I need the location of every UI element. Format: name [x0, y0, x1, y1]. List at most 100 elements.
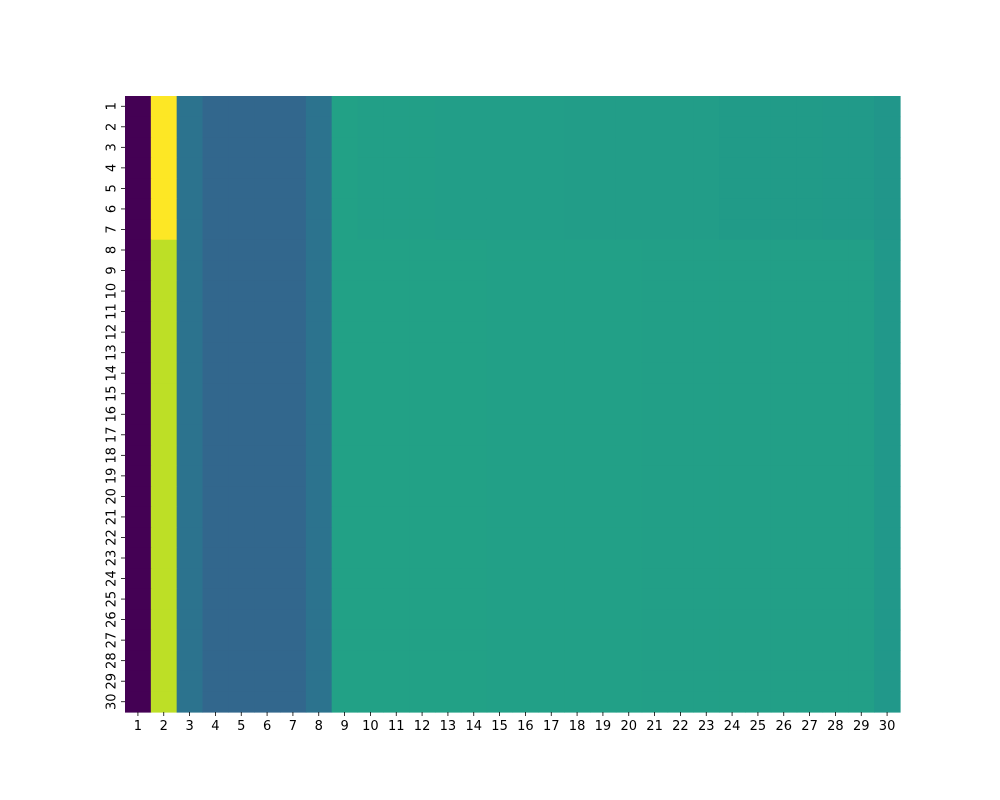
heatmap-cell — [693, 445, 720, 467]
heatmap-cell — [719, 116, 746, 138]
heatmap-cell — [796, 280, 824, 302]
heatmap-cell — [667, 260, 694, 282]
heatmap-cell — [538, 629, 565, 651]
heatmap-cell — [512, 321, 539, 343]
heatmap-cell — [693, 362, 720, 385]
heatmap-cell — [615, 219, 643, 241]
y-tick-label: 4 — [105, 164, 120, 172]
heatmap-cell — [150, 96, 178, 118]
heatmap-cell — [770, 650, 798, 672]
heatmap-cell — [254, 137, 281, 159]
heatmap-cell — [667, 691, 694, 713]
heatmap-cell — [693, 629, 720, 651]
heatmap-cell — [176, 404, 204, 426]
heatmap-cell — [280, 239, 307, 261]
heatmap-cell — [486, 280, 514, 302]
heatmap-cell — [409, 157, 436, 179]
heatmap-cell — [667, 547, 694, 569]
heatmap-cell — [822, 527, 849, 549]
heatmap-cell — [641, 650, 669, 672]
heatmap-cell — [822, 342, 849, 364]
heatmap-cell — [254, 670, 281, 693]
y-tick-label: 2 — [105, 123, 120, 131]
heatmap-cell — [202, 198, 229, 220]
heatmap-cell — [460, 239, 488, 261]
heatmap-cell — [435, 239, 462, 261]
heatmap-cell — [538, 178, 565, 200]
heatmap-cell — [667, 629, 694, 651]
heatmap-cell — [512, 137, 539, 159]
heatmap-cell — [176, 157, 204, 179]
heatmap-cell — [125, 404, 152, 426]
heatmap-cell — [150, 506, 178, 528]
heatmap-cell — [745, 383, 772, 405]
heatmap-cell — [822, 260, 849, 282]
heatmap-cell — [305, 445, 333, 467]
heatmap-cell — [383, 629, 410, 651]
heatmap-cell — [693, 670, 720, 693]
heatmap-cell — [150, 383, 178, 405]
heatmap-cell — [409, 609, 436, 631]
heatmap-cell — [486, 527, 514, 549]
heatmap-cell — [460, 629, 488, 651]
heatmap-cell — [280, 137, 307, 159]
heatmap-cell — [822, 629, 849, 651]
heatmap-cell — [615, 465, 643, 487]
heatmap-cell — [848, 301, 875, 323]
heatmap-cell — [176, 691, 204, 713]
heatmap-cell — [745, 650, 772, 672]
heatmap-cell — [874, 650, 901, 672]
heatmap-cell — [176, 362, 204, 385]
heatmap-cell — [822, 280, 849, 302]
heatmap-cell — [435, 96, 462, 118]
heatmap-cell — [874, 506, 901, 528]
heatmap-cell — [176, 568, 204, 590]
heatmap-cell — [125, 445, 152, 467]
heatmap-cell — [590, 568, 617, 590]
heatmap-cell — [409, 650, 436, 672]
heatmap-cell — [822, 239, 849, 261]
heatmap-cell — [770, 96, 798, 118]
heatmap-cell — [280, 301, 307, 323]
heatmap-cell — [150, 239, 178, 261]
heatmap-cell — [331, 568, 359, 590]
heatmap-cell — [538, 547, 565, 569]
heatmap-cell — [460, 96, 488, 118]
heatmap-cell — [564, 383, 591, 405]
heatmap-cell — [409, 198, 436, 220]
heatmap-cell — [435, 506, 462, 528]
heatmap-cell — [280, 650, 307, 672]
heatmap-cell — [667, 609, 694, 631]
heatmap-cell — [667, 137, 694, 159]
heatmap-cell — [512, 342, 539, 364]
x-tick-label: 6 — [263, 719, 271, 734]
heatmap-cell — [512, 383, 539, 405]
heatmap-cell — [719, 342, 746, 364]
heatmap-cell — [719, 280, 746, 302]
heatmap-cell — [254, 486, 281, 508]
heatmap-cell — [693, 383, 720, 405]
heatmap-cell — [357, 116, 384, 138]
heatmap-cell — [409, 670, 436, 693]
heatmap-cell — [641, 198, 669, 220]
heatmap-cell — [176, 301, 204, 323]
heatmap-cell — [305, 650, 333, 672]
heatmap-cell — [486, 629, 514, 651]
heatmap-cell — [357, 198, 384, 220]
heatmap-cell — [228, 568, 255, 590]
heatmap-cell — [796, 547, 824, 569]
heatmap-cell — [538, 465, 565, 487]
heatmap-cell — [409, 116, 436, 138]
heatmap-cell — [874, 486, 901, 508]
heatmap-cell — [125, 260, 152, 282]
heatmap-cells — [125, 96, 901, 713]
heatmap-cell — [150, 691, 178, 713]
heatmap-cell — [150, 260, 178, 282]
heatmap-cell — [693, 506, 720, 528]
heatmap-cell — [770, 137, 798, 159]
heatmap-cell — [383, 260, 410, 282]
heatmap-cell — [848, 629, 875, 651]
heatmap-cell — [615, 629, 643, 651]
heatmap-cell — [745, 198, 772, 220]
heatmap-cell — [460, 670, 488, 693]
